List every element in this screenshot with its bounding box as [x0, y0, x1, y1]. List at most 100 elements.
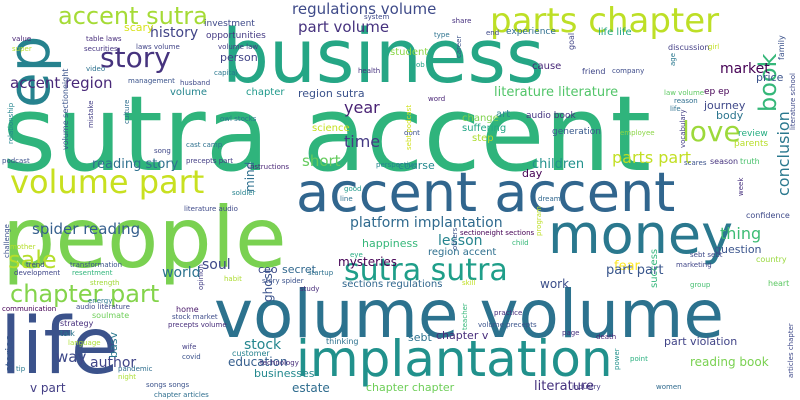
word-development: development [14, 269, 61, 277]
word-communication: communication [2, 305, 57, 313]
word-lesson: lesson [438, 233, 483, 249]
word-teacher: teacher [461, 303, 469, 330]
word-tip: tip [16, 365, 26, 373]
word-life-small: life [670, 105, 681, 113]
word-friend: friend [582, 67, 606, 76]
word-investment: investment [204, 19, 255, 29]
word-money: money [548, 203, 734, 266]
word-opinion: opinion [197, 264, 205, 290]
word-generation: generation [552, 127, 601, 137]
word-strategy: strategy [60, 319, 94, 328]
word-season: season [710, 157, 739, 166]
word-happiness: happiness [362, 237, 418, 250]
word-transformation: transformation [70, 261, 123, 269]
word-sale: sale [8, 246, 57, 274]
word-sebt: sebt [408, 331, 432, 344]
word-song: song [154, 147, 171, 155]
word-heart: heart [768, 279, 790, 288]
word-parents: parents [734, 139, 769, 149]
word-audio-book: audio book [526, 111, 576, 121]
word-company: company [612, 67, 645, 75]
word-suffering: suffering [462, 123, 507, 134]
word-body: body [716, 109, 744, 122]
word-volume-law: volume law [218, 43, 259, 51]
word-system: system [364, 13, 390, 21]
word-student: student [390, 47, 429, 58]
word-precepts-volume: precepts volume [168, 321, 227, 329]
word-mistake: mistake [87, 100, 95, 128]
word-author: author [90, 355, 137, 371]
word-science: science [312, 123, 350, 134]
word-dream: dream [538, 195, 561, 203]
word-end: end [486, 29, 500, 37]
word-week: week [737, 177, 745, 196]
word-business: business [222, 14, 545, 100]
word-chapter: chapter [246, 87, 285, 98]
word-good: good [344, 185, 362, 193]
word-stock: stock [244, 337, 282, 353]
word-resentment: resentment [72, 269, 113, 277]
word-soul: soul [202, 257, 231, 273]
word-night: night [118, 373, 137, 381]
word-point: point [630, 355, 648, 363]
word-challenge: challenge [3, 224, 11, 258]
word-ceo: ceo [258, 263, 278, 276]
word-energy: energy [88, 297, 113, 305]
word-region-sutra: region sutra [298, 87, 365, 100]
word-work: work [540, 277, 570, 291]
word-ghost: ghost [261, 268, 275, 302]
word-mysteries: mysteries [338, 255, 398, 269]
word-spider-reading: spider reading [32, 220, 141, 238]
word-capital: capital [214, 69, 238, 77]
word-laws-volume: laws volume [136, 43, 180, 51]
word-language: language [68, 339, 101, 347]
word-podcast: podcast [2, 157, 30, 165]
word-chapter-articles: chapter articles [154, 391, 209, 399]
word-thinking: thinking [326, 337, 359, 346]
word-husband: husband [180, 79, 211, 87]
word-trend: trend [26, 261, 45, 269]
word-volume-part: volume part [10, 163, 205, 201]
word-parts-part: parts part [612, 148, 692, 167]
word-program: program [535, 206, 543, 236]
word-startup: startup [308, 269, 334, 277]
word-skill: skill [462, 279, 476, 287]
word-love: love [682, 115, 741, 148]
word-day: day [522, 167, 543, 180]
word-life-life: life life [598, 27, 632, 38]
word-goal: goal [567, 32, 576, 50]
word-instructions: instructions [248, 163, 289, 171]
word-story: story [100, 41, 171, 74]
word-power: power [613, 348, 621, 370]
word-stories: stories [3, 335, 16, 372]
word-fear: fear [614, 259, 640, 274]
word-part-part: part part [606, 263, 664, 278]
word-person: person [220, 51, 258, 64]
word-word: word [428, 95, 446, 103]
word-literature-literature: literature literature [494, 85, 619, 100]
word-industry: industry [572, 383, 601, 391]
word-child: child [512, 239, 529, 247]
word-education: education [228, 355, 288, 369]
word-story-spider: story spider [262, 277, 304, 285]
word-scary: scary [124, 21, 154, 34]
word-employee: employee [620, 129, 655, 137]
word-opportunities: opportunities [206, 31, 266, 41]
word-management: management [128, 77, 175, 85]
word-course: course [398, 159, 435, 172]
word-accent-region: accent region [10, 74, 113, 92]
word-cast-camp: cast camp [186, 141, 223, 149]
word-customer: customer [232, 349, 270, 358]
word-v-part: v part [30, 381, 66, 395]
word-reason: reason [674, 97, 698, 105]
word-estate: estate [292, 381, 330, 395]
word-sections-regulations: sections regulations [342, 279, 443, 290]
word-group: group [690, 281, 711, 289]
word-soulmate: soulmate [92, 311, 130, 320]
word-talk: talk [60, 329, 75, 338]
word-sectioneight-sections: sectioneight sections [460, 229, 535, 237]
word-audio-literature: audio literature [76, 303, 130, 311]
word-line: line [340, 195, 353, 203]
word-sutra-accent: sutra accent [2, 73, 652, 195]
